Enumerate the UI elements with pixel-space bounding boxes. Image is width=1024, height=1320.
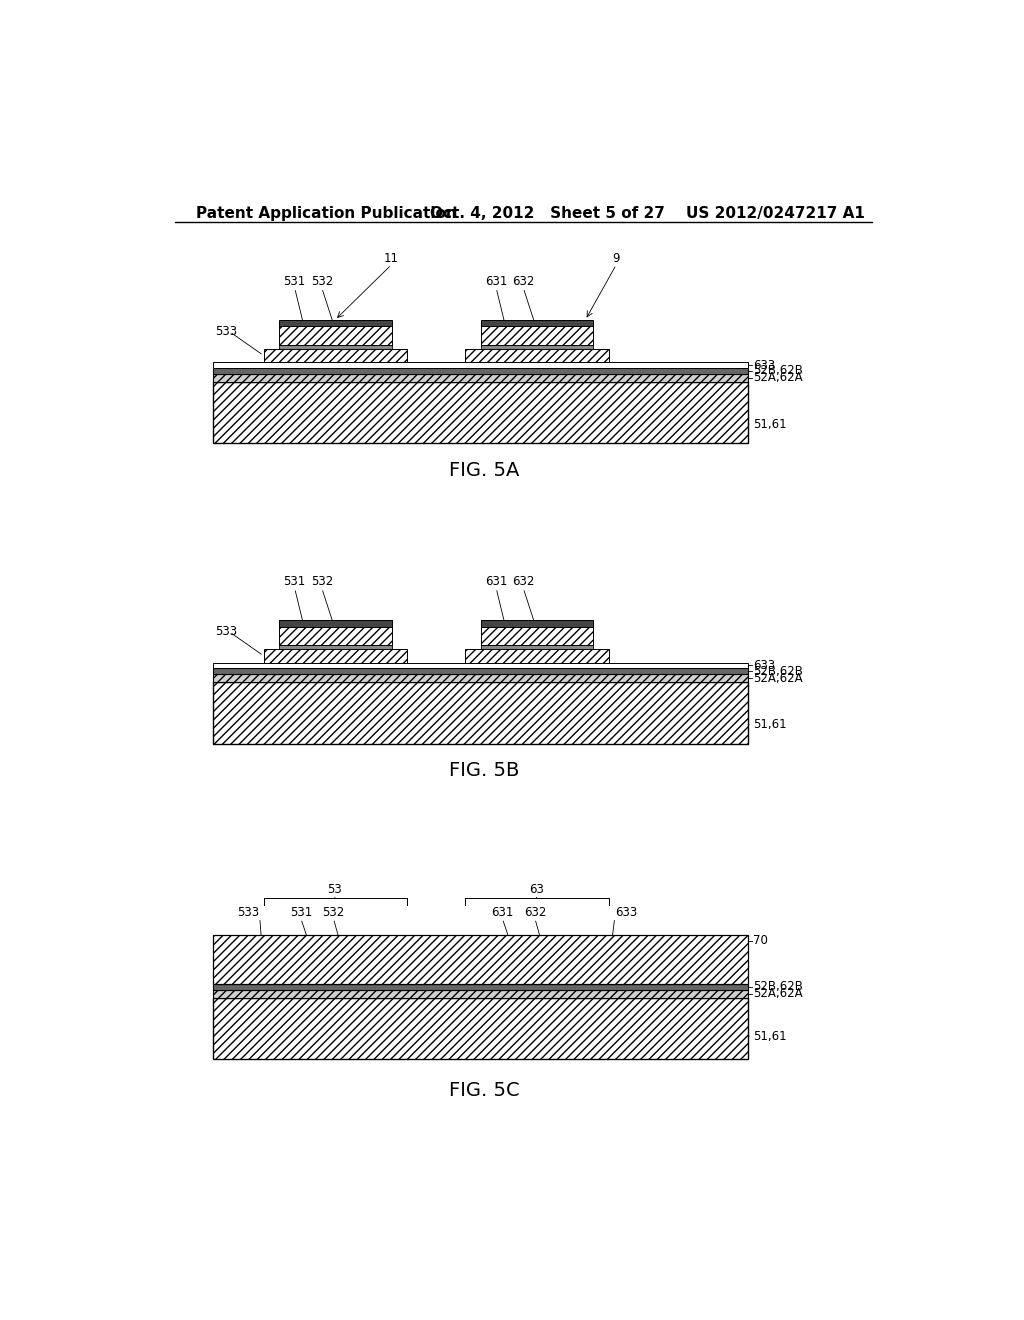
- Text: FIG. 5C: FIG. 5C: [450, 1081, 520, 1100]
- Bar: [480, 627, 593, 645]
- Text: 533: 533: [216, 626, 238, 639]
- Bar: [480, 961, 593, 965]
- Text: US 2012/0247217 A1: US 2012/0247217 A1: [686, 206, 865, 222]
- Text: 9: 9: [612, 252, 620, 265]
- Text: 52A,62A: 52A,62A: [753, 672, 802, 685]
- Bar: [263, 348, 407, 363]
- Bar: [480, 620, 593, 627]
- Bar: [263, 649, 407, 663]
- Bar: [213, 983, 748, 990]
- Text: FIG. 5B: FIG. 5B: [450, 762, 520, 780]
- Bar: [480, 321, 593, 326]
- Bar: [213, 935, 748, 983]
- Text: 531: 531: [284, 576, 306, 589]
- Text: 51,61: 51,61: [753, 718, 786, 731]
- Text: 51,61: 51,61: [753, 417, 786, 430]
- Bar: [280, 345, 391, 348]
- Bar: [280, 627, 391, 645]
- Bar: [280, 620, 391, 627]
- Bar: [263, 965, 407, 978]
- Text: 632: 632: [512, 275, 535, 288]
- Text: Patent Application Publication: Patent Application Publication: [197, 206, 457, 222]
- Text: 633: 633: [753, 659, 775, 672]
- Text: 631: 631: [485, 576, 507, 589]
- Bar: [213, 374, 748, 381]
- Bar: [465, 649, 608, 663]
- Bar: [213, 663, 748, 668]
- Text: 533: 533: [238, 907, 260, 920]
- Bar: [213, 978, 748, 983]
- Text: 633: 633: [753, 359, 775, 372]
- Text: 632: 632: [512, 576, 535, 589]
- Text: 633: 633: [614, 907, 637, 920]
- Text: 70: 70: [753, 935, 768, 948]
- Text: 631: 631: [485, 275, 507, 288]
- Bar: [280, 936, 391, 942]
- Bar: [213, 990, 748, 998]
- Bar: [480, 345, 593, 348]
- Bar: [213, 668, 748, 675]
- Text: 532: 532: [310, 275, 333, 288]
- Text: 11: 11: [384, 252, 399, 265]
- Bar: [213, 363, 748, 368]
- Bar: [280, 645, 391, 649]
- Text: 52B,62B: 52B,62B: [753, 665, 803, 677]
- Text: 532: 532: [323, 907, 344, 920]
- Text: FIG. 5A: FIG. 5A: [450, 461, 520, 479]
- Bar: [480, 942, 593, 961]
- Bar: [480, 326, 593, 345]
- Bar: [213, 675, 748, 682]
- Text: 532: 532: [310, 576, 333, 589]
- Text: 52B,62B: 52B,62B: [753, 364, 803, 378]
- Text: 63: 63: [529, 883, 544, 896]
- Bar: [280, 942, 391, 961]
- Text: Oct. 4, 2012   Sheet 5 of 27: Oct. 4, 2012 Sheet 5 of 27: [430, 206, 666, 222]
- Text: 52A,62A: 52A,62A: [753, 987, 802, 1001]
- Text: 632: 632: [523, 907, 546, 920]
- Text: 51,61: 51,61: [753, 1030, 786, 1043]
- Bar: [280, 961, 391, 965]
- Text: 631: 631: [492, 907, 513, 920]
- Bar: [213, 682, 748, 743]
- Text: 52A,62A: 52A,62A: [753, 371, 802, 384]
- Bar: [280, 326, 391, 345]
- Bar: [465, 348, 608, 363]
- Bar: [213, 368, 748, 374]
- Text: 531: 531: [290, 907, 312, 920]
- Bar: [480, 645, 593, 649]
- Bar: [465, 965, 608, 978]
- Bar: [213, 998, 748, 1059]
- Bar: [480, 936, 593, 942]
- Text: 53: 53: [328, 883, 342, 896]
- Bar: [280, 321, 391, 326]
- Text: 533: 533: [216, 325, 238, 338]
- Text: 52B,62B: 52B,62B: [753, 981, 803, 994]
- Text: 531: 531: [284, 275, 306, 288]
- Bar: [213, 381, 748, 444]
